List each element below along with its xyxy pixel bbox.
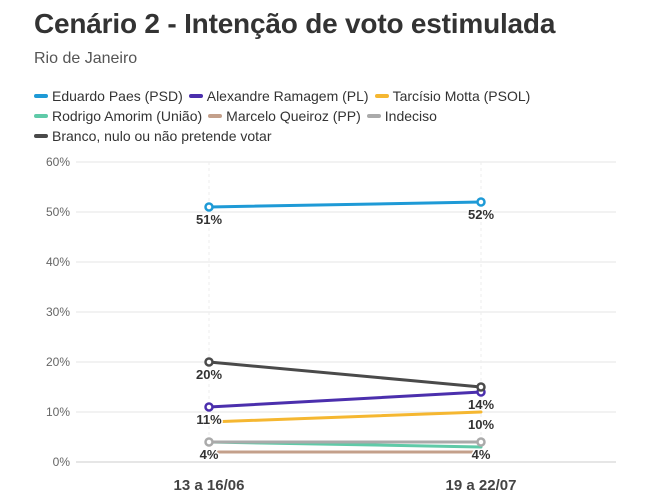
series-line [207, 410, 483, 424]
data-point-marker [476, 437, 486, 447]
legend-swatch-indeciso [366, 114, 381, 118]
data-label: 14% [468, 397, 494, 412]
legend-label-tarcisio-motta: Tarcísio Motta (PSOL) [392, 88, 531, 104]
legend-item-eduardo-paes[interactable]: Eduardo Paes (PSD) [34, 86, 183, 106]
data-label: 20% [196, 367, 222, 382]
legend-label-eduardo-paes: Eduardo Paes (PSD) [52, 88, 183, 104]
legend-item-marcelo-queiroz[interactable]: Marcelo Queiroz (PP) [208, 106, 361, 126]
data-label: 4% [200, 447, 219, 462]
data-label: 52% [468, 207, 494, 222]
legend-swatch-branco-nulo [34, 134, 48, 138]
legend-swatch-eduardo-paes [34, 94, 48, 98]
y-tick-label: 30% [46, 305, 70, 319]
data-point-marker [204, 202, 214, 212]
series-line [207, 200, 483, 209]
data-point-marker [204, 437, 214, 447]
data-label: 11% [196, 412, 222, 427]
legend-label-alexandre-ramagem: Alexandre Ramagem (PL) [206, 88, 369, 104]
y-tick-label: 20% [46, 355, 70, 369]
y-tick-label: 40% [46, 255, 70, 269]
legend-item-alexandre-ramagem[interactable]: Alexandre Ramagem (PL) [188, 86, 369, 106]
legend-label-marcelo-queiroz: Marcelo Queiroz (PP) [226, 108, 361, 124]
x-tick-label: 19 a 22/07 [446, 477, 517, 494]
series-line [207, 390, 483, 409]
legend-item-rodrigo-amorim[interactable]: Rodrigo Amorim (União) [34, 106, 202, 126]
legend-label-rodrigo-amorim: Rodrigo Amorim (União) [52, 108, 203, 124]
legend-row-1: Eduardo Paes (PSD) Alexandre Ramagem (PL… [34, 86, 634, 106]
legend: Eduardo Paes (PSD) Alexandre Ramagem (PL… [34, 86, 634, 146]
legend-row-3: Branco, nulo ou não pretende votar [34, 126, 634, 146]
data-label: 10% [468, 417, 494, 432]
data-point-marker [476, 197, 486, 207]
x-tick-label: 13 a 16/06 [174, 477, 245, 494]
legend-item-indeciso[interactable]: Indeciso [366, 106, 437, 126]
y-tick-label: 10% [46, 405, 70, 419]
legend-swatch-tarcisio-motta [374, 94, 389, 98]
legend-swatch-marcelo-queiroz [208, 114, 223, 118]
legend-label-indeciso: Indeciso [384, 108, 437, 124]
y-tick-label: 0% [53, 455, 71, 469]
legend-row-2: Rodrigo Amorim (União) Marcelo Queiroz (… [34, 106, 634, 126]
data-label: 51% [196, 212, 222, 227]
y-tick-label: 60% [46, 155, 70, 169]
chart-title: Cenário 2 - Intenção de voto estimulada [34, 8, 556, 39]
legend-swatch-rodrigo-amorim [34, 114, 48, 118]
data-point-marker [204, 402, 214, 412]
series-line [207, 360, 483, 389]
legend-item-branco-nulo[interactable]: Branco, nulo ou não pretende votar [34, 126, 272, 146]
legend-item-tarcisio-motta[interactable]: Tarcísio Motta (PSOL) [374, 86, 531, 106]
data-point-marker [204, 357, 214, 367]
legend-label-branco-nulo: Branco, nulo ou não pretende votar [52, 128, 272, 144]
data-label: 4% [472, 447, 491, 462]
chart-subtitle: Rio de Janeiro [34, 50, 138, 67]
legend-swatch-alexandre-ramagem [188, 94, 203, 98]
y-tick-label: 50% [46, 205, 70, 219]
data-point-marker [476, 382, 486, 392]
